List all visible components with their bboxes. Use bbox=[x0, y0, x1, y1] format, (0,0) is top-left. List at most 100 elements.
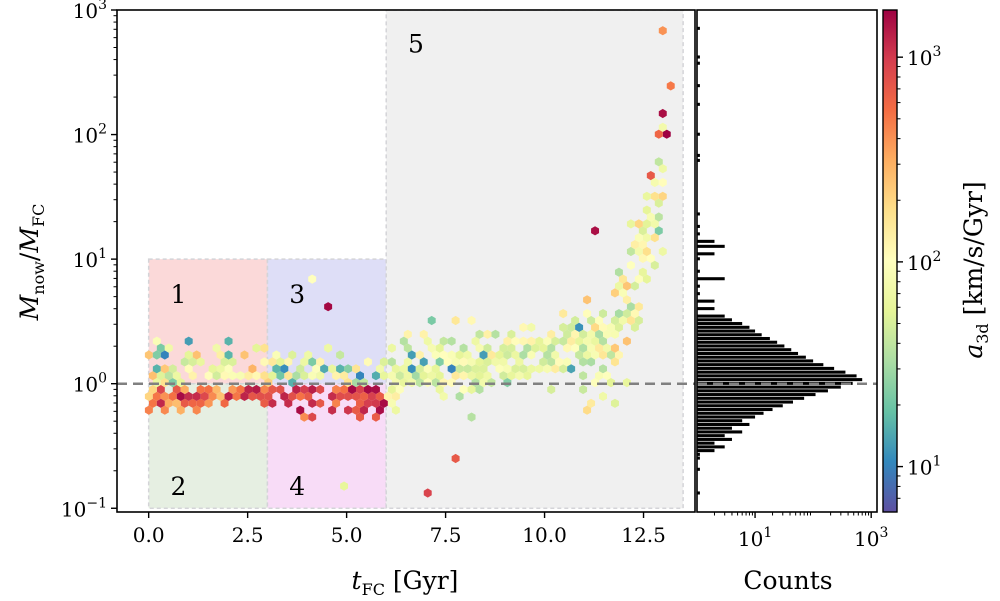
hexbin-231 bbox=[152, 364, 161, 374]
histogram-bar-34 bbox=[697, 336, 770, 341]
hexbin-208 bbox=[144, 405, 153, 415]
hexbin-146 bbox=[387, 371, 396, 381]
hexbin-400 bbox=[539, 343, 548, 353]
hexbin-44 bbox=[316, 384, 325, 395]
hexbin-308 bbox=[332, 384, 341, 395]
histogram-bar-25 bbox=[697, 370, 846, 374]
y-tick-label-3: 102 bbox=[73, 122, 107, 148]
hexbin-206 bbox=[296, 364, 305, 374]
hexbin-93 bbox=[288, 391, 297, 401]
hexbin-92 bbox=[236, 384, 245, 395]
histogram-bar-13 bbox=[697, 415, 756, 419]
histogram-bar-22 bbox=[697, 381, 853, 385]
histogram-bar-21 bbox=[697, 385, 841, 389]
histogram-bar-56 bbox=[697, 132, 700, 136]
hexbin-53 bbox=[511, 336, 520, 346]
hexbin-365 bbox=[360, 391, 368, 401]
hexbin-201 bbox=[260, 371, 269, 381]
hexbin-124 bbox=[595, 315, 604, 326]
hexbin-247 bbox=[567, 336, 576, 346]
hexbin-296 bbox=[610, 315, 619, 326]
hexbin-13 bbox=[308, 274, 317, 284]
hexbin-383 bbox=[547, 343, 556, 353]
hexbin-57 bbox=[423, 364, 432, 374]
hexbin-290 bbox=[320, 364, 329, 374]
hexbin-281 bbox=[387, 398, 396, 408]
hexbin-221 bbox=[607, 350, 615, 360]
hexbin-364 bbox=[375, 364, 384, 374]
hexbin-318 bbox=[483, 329, 492, 339]
hexbin-269 bbox=[658, 122, 667, 132]
hexbin-321 bbox=[630, 309, 639, 319]
hexbin-380 bbox=[212, 371, 221, 381]
hexbin-186 bbox=[419, 329, 428, 339]
hexbin-276 bbox=[180, 357, 189, 367]
hexbin-36 bbox=[634, 315, 643, 326]
hexbin-417 bbox=[284, 371, 293, 381]
hexbin-280 bbox=[328, 405, 337, 415]
hexbin-367 bbox=[379, 357, 388, 367]
histogram-bar-23 bbox=[697, 378, 863, 382]
region-5 bbox=[385, 10, 684, 510]
hexbin-211 bbox=[519, 364, 528, 374]
hexbin-107 bbox=[300, 371, 309, 381]
hexbin-288 bbox=[579, 357, 588, 367]
hexbin-314 bbox=[308, 384, 317, 395]
hexbin-370 bbox=[439, 391, 448, 401]
hexbin-86 bbox=[160, 391, 169, 401]
hexbin-273 bbox=[216, 391, 225, 401]
hexbin-263 bbox=[260, 384, 269, 395]
hexbin-388 bbox=[212, 343, 221, 353]
hexbin-351 bbox=[260, 398, 269, 408]
hexbin-47 bbox=[511, 364, 520, 374]
hexbin-309 bbox=[622, 281, 631, 291]
histogram-bar-46 bbox=[697, 269, 700, 273]
hexbin-9 bbox=[654, 226, 663, 236]
hexbin-329 bbox=[626, 315, 635, 326]
hexbin-192 bbox=[423, 336, 432, 346]
hexbin-29 bbox=[268, 357, 277, 367]
hexbin-151 bbox=[471, 336, 480, 346]
histogram-bar-15 bbox=[697, 407, 773, 412]
hexbin-102 bbox=[507, 371, 516, 381]
hexbin-270 bbox=[507, 343, 516, 353]
hexbin-135 bbox=[296, 391, 305, 401]
hexbin-147 bbox=[399, 364, 408, 374]
colorbar-ticks: 101 102 103 bbox=[897, 44, 941, 499]
hexbin-125 bbox=[407, 350, 416, 360]
hexbin-411 bbox=[503, 350, 512, 360]
hexbin-98 bbox=[340, 384, 349, 395]
hexbin-315 bbox=[212, 384, 221, 395]
hexbin-96 bbox=[607, 322, 615, 332]
hexbin-228 bbox=[543, 336, 552, 346]
histogram-bar-59 bbox=[697, 61, 700, 65]
hexbin-350 bbox=[563, 357, 572, 367]
hexbin-55 bbox=[567, 322, 576, 332]
histogram-bar-16 bbox=[697, 404, 783, 408]
hexbin-357 bbox=[467, 371, 476, 381]
hexbin-113 bbox=[284, 357, 293, 367]
hexbin-229 bbox=[216, 364, 225, 374]
hexbin-243 bbox=[610, 357, 619, 367]
hexbin-332 bbox=[479, 350, 488, 360]
hexbin-272 bbox=[503, 364, 512, 374]
hexbin-292 bbox=[200, 391, 209, 401]
hexbin-262 bbox=[403, 371, 412, 381]
histogram-bar-33 bbox=[697, 340, 778, 344]
hexbin-227 bbox=[571, 329, 580, 339]
y-axis-label: Mnow/MFC bbox=[15, 204, 48, 322]
hexbin-60 bbox=[519, 336, 528, 346]
histogram-bar-58 bbox=[697, 84, 700, 88]
hexbin-95 bbox=[328, 391, 337, 401]
hexbin-111 bbox=[475, 343, 484, 353]
hexbin-225 bbox=[658, 164, 667, 174]
hexbin-88 bbox=[527, 350, 536, 360]
histogram-bar-12 bbox=[697, 419, 743, 423]
hexbin-176 bbox=[519, 322, 528, 332]
hexbin-154 bbox=[467, 357, 476, 367]
hexbin-372 bbox=[614, 281, 623, 291]
hexbin-207 bbox=[638, 253, 647, 263]
histogram-bar-47 bbox=[697, 257, 700, 261]
hexbin-198 bbox=[344, 405, 353, 415]
hexbin-71 bbox=[316, 398, 325, 408]
